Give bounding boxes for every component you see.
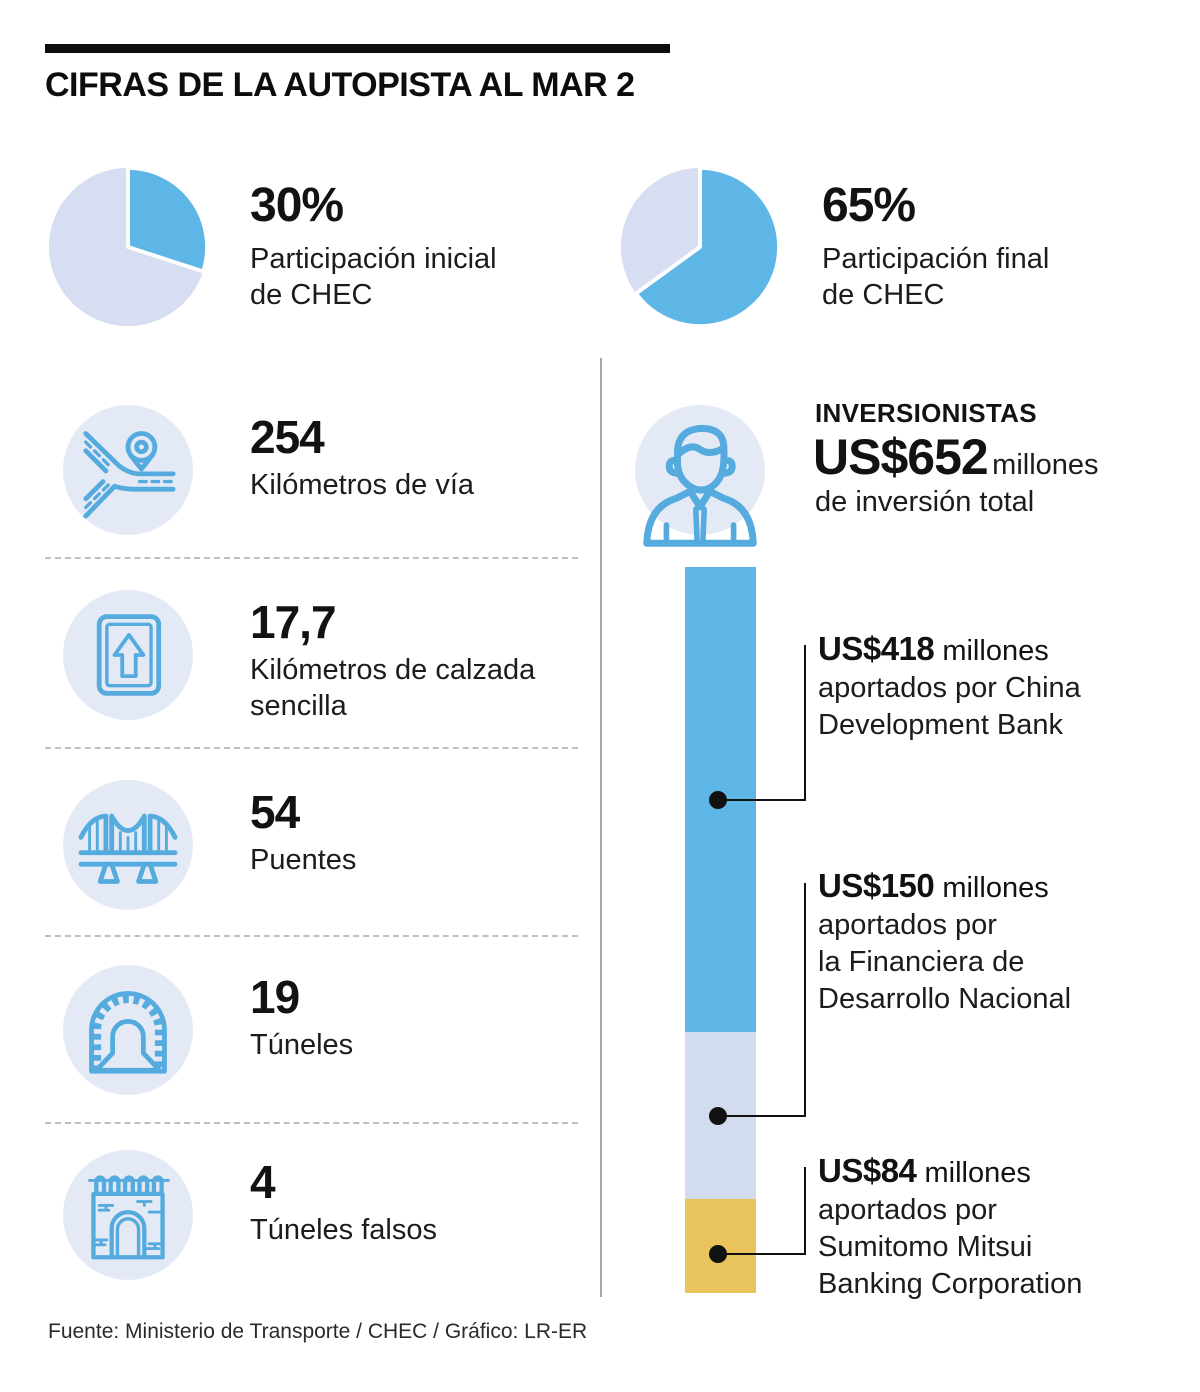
stat-text: 54 Puentes: [250, 788, 540, 878]
tunnel-icon: [63, 965, 193, 1095]
stat-row-calzada-sencilla: 17,7 Kilómetros de calzada sencilla: [45, 590, 585, 740]
divider: [45, 935, 578, 937]
contribution-label-financiera-desarrollo-nacional: US$150 millones aportados por la Financi…: [818, 867, 1072, 1015]
contribution-unit: millones: [942, 635, 1049, 667]
stat-row-puentes: 54 Puentes: [45, 780, 585, 930]
stat-row-tuneles-falsos: 4 Túneles falsos: [45, 1150, 585, 1300]
stat-label: Kilómetros de vía: [250, 469, 475, 502]
connector-line: [718, 1115, 806, 1117]
pie-initial-percent: 30%: [250, 179, 344, 232]
pie-chart-final-participation: [620, 165, 782, 329]
pie-final-caption: 65% Participación final de CHEC: [822, 179, 1050, 313]
connector-line: [804, 645, 806, 801]
contribution-amount: US$418: [818, 630, 935, 667]
pie-initial-label: Participación inicial de CHEC: [250, 242, 497, 311]
stat-text: 19 Túneles: [250, 973, 540, 1063]
stat-value: 17,7: [250, 596, 337, 648]
stat-label: Túneles falsos: [250, 1214, 437, 1247]
contribution-amount: US$150: [818, 867, 935, 904]
divider: [45, 1122, 578, 1124]
contribution-amount: US$84: [818, 1152, 917, 1189]
contribution-label-sumitomo-mitsui: US$84 millones aportados por Sumitomo Mi…: [818, 1152, 1083, 1300]
pie-initial-caption: 30% Participación inicial de CHEC: [250, 179, 497, 313]
stat-text: 17,7 Kilómetros de calzada sencilla: [250, 598, 540, 724]
connector-line: [804, 883, 806, 1117]
stat-text: 254 Kilómetros de vía: [250, 413, 540, 503]
investors-total: US$652 millones: [813, 428, 1099, 486]
contribution-unit: millones: [942, 872, 1049, 904]
one-way-sign-icon: [63, 590, 193, 720]
total-unit: millones: [992, 449, 1099, 481]
stat-value: 54: [250, 786, 300, 838]
contribution-unit: millones: [924, 1157, 1031, 1189]
stat-label: Túneles: [250, 1029, 354, 1062]
contribution-label-china-development-bank: US$418 millones aportados por China Deve…: [818, 630, 1081, 741]
bridge-icon: [63, 780, 193, 910]
investment-stacked-bar: [685, 567, 756, 1293]
source-note: Fuente: Ministerio de Transporte / CHEC …: [48, 1320, 588, 1343]
divider: [45, 557, 578, 559]
page-title: CIFRAS DE LA AUTOPISTA AL MAR 2: [45, 66, 635, 104]
column-divider: [600, 358, 602, 1297]
stat-value: 19: [250, 971, 300, 1023]
stat-row-tuneles: 19 Túneles: [45, 965, 585, 1115]
stat-row-kilometros-via: 254 Kilómetros de vía: [45, 405, 585, 555]
divider: [45, 747, 578, 749]
stat-label: Kilómetros de calzada sencilla: [250, 654, 536, 723]
false-tunnel-icon: [63, 1150, 193, 1280]
stat-label: Puentes: [250, 844, 357, 877]
total-amount: US$652: [813, 429, 989, 485]
stat-value: 254: [250, 411, 325, 463]
investors-subtitle: de inversión total: [815, 486, 1035, 518]
pie-chart-initial-participation: [48, 165, 209, 327]
connector-line: [718, 799, 806, 801]
pie-final-label: Participación final de CHEC: [822, 242, 1050, 311]
pie-final-percent: 65%: [822, 179, 916, 232]
investors-heading: INVERSIONISTAS: [815, 398, 1037, 428]
stat-text: 4 Túneles falsos: [250, 1158, 540, 1248]
title-rule: [45, 44, 670, 53]
connector-line: [718, 1253, 806, 1255]
stat-value: 4: [250, 1156, 276, 1208]
road-junction-icon: [63, 405, 193, 535]
connector-line: [804, 1167, 806, 1255]
investor-person-icon: [635, 405, 765, 547]
